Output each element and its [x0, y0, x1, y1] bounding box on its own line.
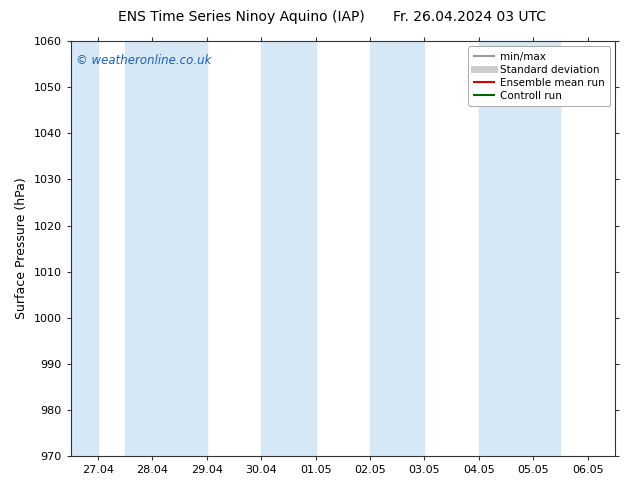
Text: ENS Time Series Ninoy Aquino (IAP): ENS Time Series Ninoy Aquino (IAP)	[117, 10, 365, 24]
Text: © weatheronline.co.uk: © weatheronline.co.uk	[76, 54, 212, 67]
Bar	[71, 41, 98, 456]
Bar	[479, 41, 560, 456]
Bar	[125, 41, 207, 456]
Y-axis label: Surface Pressure (hPa): Surface Pressure (hPa)	[15, 178, 28, 319]
Text: Fr. 26.04.2024 03 UTC: Fr. 26.04.2024 03 UTC	[392, 10, 546, 24]
Legend: min/max, Standard deviation, Ensemble mean run, Controll run: min/max, Standard deviation, Ensemble me…	[469, 47, 610, 106]
Bar	[370, 41, 424, 456]
Bar	[261, 41, 316, 456]
